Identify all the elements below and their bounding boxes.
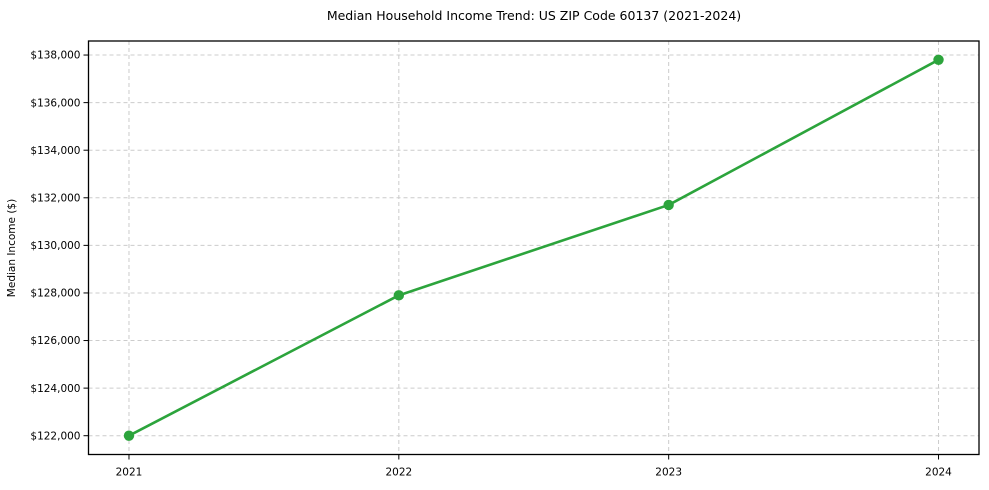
y-tick-label: $128,000 — [30, 288, 80, 300]
y-axis-label: Median Income ($) — [6, 199, 18, 297]
data-point-marker — [663, 199, 674, 211]
gridlines — [88, 41, 979, 455]
x-tick-label: 2021 — [116, 467, 143, 479]
y-tick-label: $124,000 — [30, 383, 80, 395]
income-trend-line — [128, 58, 940, 437]
x-tick-label: 2024 — [925, 467, 952, 479]
data-point-marker — [393, 290, 405, 301]
y-tick-label: $134,000 — [30, 145, 80, 157]
x-tick-label: 2022 — [385, 467, 412, 479]
x-tick-label: 2023 — [655, 467, 682, 479]
axes — [83, 40, 980, 460]
y-tick-label: $138,000 — [30, 50, 80, 62]
y-tick-label: $132,000 — [30, 192, 80, 204]
y-tick-label: $130,000 — [30, 240, 80, 252]
chart-title: Median Household Income Trend: US ZIP Co… — [327, 8, 741, 23]
income-line-series — [123, 54, 944, 441]
plot-border — [87, 40, 980, 456]
data-point-marker — [123, 430, 135, 441]
tick-labels: 2021 2022 2023 2024 $122,000 $124,000 $126,000… — [30, 50, 952, 479]
y-tick-label: $136,000 — [30, 97, 80, 109]
y-tick-label: $122,000 — [30, 430, 80, 442]
data-point-marker — [933, 54, 944, 65]
y-tick-label: $126,000 — [30, 335, 80, 347]
